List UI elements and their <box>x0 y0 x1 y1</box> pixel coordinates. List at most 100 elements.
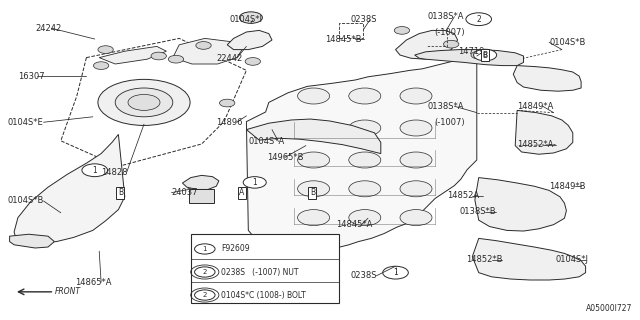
Text: 0238S: 0238S <box>351 271 377 280</box>
Polygon shape <box>246 58 477 251</box>
Circle shape <box>400 181 432 197</box>
Circle shape <box>115 88 173 117</box>
Text: 0104S*A: 0104S*A <box>248 137 285 146</box>
Text: B: B <box>483 51 488 60</box>
Text: A: A <box>239 188 244 197</box>
Text: 14719: 14719 <box>458 47 484 56</box>
Circle shape <box>239 12 262 23</box>
Text: 0238S: 0238S <box>351 15 377 24</box>
Circle shape <box>349 181 381 197</box>
Bar <box>191 234 339 303</box>
Text: (-1007): (-1007) <box>434 118 465 127</box>
Circle shape <box>474 49 497 61</box>
Text: 0238S   (-1007) NUT: 0238S (-1007) NUT <box>221 268 299 276</box>
Text: 14828: 14828 <box>101 168 127 177</box>
Text: 0138S*B: 0138S*B <box>460 207 496 216</box>
Circle shape <box>82 164 108 177</box>
Circle shape <box>383 266 408 279</box>
Polygon shape <box>227 30 272 50</box>
Text: B: B <box>483 52 488 58</box>
Circle shape <box>298 210 330 226</box>
Polygon shape <box>396 30 458 59</box>
Polygon shape <box>246 119 381 154</box>
Text: 14896: 14896 <box>216 118 243 127</box>
Circle shape <box>195 267 215 277</box>
Circle shape <box>349 152 381 168</box>
Text: 1: 1 <box>393 268 398 277</box>
Text: 0104S*J: 0104S*J <box>556 255 589 264</box>
Text: 1: 1 <box>202 246 207 252</box>
Text: 14849*A: 14849*A <box>517 102 554 111</box>
Text: 0138S*A: 0138S*A <box>428 102 464 111</box>
Circle shape <box>400 88 432 104</box>
Text: FRONT: FRONT <box>54 287 81 296</box>
Circle shape <box>444 40 459 48</box>
Text: 14865*A: 14865*A <box>76 278 112 287</box>
Text: 1: 1 <box>92 166 97 175</box>
Text: 14852*B: 14852*B <box>466 255 502 264</box>
Circle shape <box>394 27 410 34</box>
Polygon shape <box>10 234 54 248</box>
Circle shape <box>168 55 184 63</box>
Polygon shape <box>182 175 219 189</box>
Text: 14849*B: 14849*B <box>549 182 586 191</box>
Text: 24242: 24242 <box>35 24 61 33</box>
Circle shape <box>349 120 381 136</box>
Text: 0104S*B: 0104S*B <box>8 196 44 205</box>
Text: 0138S*A: 0138S*A <box>428 12 464 21</box>
Text: B: B <box>310 188 315 197</box>
Circle shape <box>298 152 330 168</box>
Circle shape <box>243 177 266 188</box>
Polygon shape <box>14 134 125 243</box>
Text: 14852*A: 14852*A <box>517 140 554 149</box>
Circle shape <box>220 99 235 107</box>
Polygon shape <box>99 46 166 64</box>
Text: B: B <box>118 188 123 197</box>
Circle shape <box>98 46 113 53</box>
Circle shape <box>400 120 432 136</box>
Text: 22442: 22442 <box>216 54 243 63</box>
Text: 0104S*C (1008-) BOLT: 0104S*C (1008-) BOLT <box>221 291 306 300</box>
Text: 14965*B: 14965*B <box>268 153 304 162</box>
Text: 1: 1 <box>252 178 257 187</box>
Text: 0104S*B: 0104S*B <box>549 38 586 47</box>
Text: 14845*B: 14845*B <box>325 35 362 44</box>
Circle shape <box>349 210 381 226</box>
Circle shape <box>471 51 486 59</box>
Text: 2: 2 <box>203 269 207 275</box>
Polygon shape <box>189 189 214 203</box>
Polygon shape <box>513 66 581 91</box>
Circle shape <box>93 62 109 69</box>
Circle shape <box>349 88 381 104</box>
Circle shape <box>298 120 330 136</box>
Circle shape <box>195 244 215 254</box>
Bar <box>339 23 363 38</box>
Circle shape <box>466 13 492 26</box>
Text: F92609: F92609 <box>221 244 250 253</box>
Circle shape <box>98 79 190 125</box>
Circle shape <box>196 42 211 49</box>
Text: 16307: 16307 <box>18 72 45 81</box>
Text: 0104S*E: 0104S*E <box>8 118 44 127</box>
Circle shape <box>298 88 330 104</box>
Polygon shape <box>515 110 573 154</box>
Polygon shape <box>415 50 524 66</box>
Text: 14852A: 14852A <box>447 191 479 200</box>
Circle shape <box>298 181 330 197</box>
Text: A05000I727: A05000I727 <box>586 304 632 313</box>
Polygon shape <box>173 38 243 64</box>
Text: (-1007): (-1007) <box>434 28 465 37</box>
Circle shape <box>245 58 260 65</box>
Circle shape <box>400 152 432 168</box>
Text: 2: 2 <box>203 292 207 298</box>
Circle shape <box>400 210 432 226</box>
Circle shape <box>151 52 166 60</box>
Polygon shape <box>472 238 586 280</box>
Polygon shape <box>475 178 566 231</box>
Text: 24037: 24037 <box>172 188 198 197</box>
Text: 0104S*I: 0104S*I <box>229 15 262 24</box>
Text: 2: 2 <box>476 15 481 24</box>
Text: 14845*A: 14845*A <box>336 220 372 229</box>
Circle shape <box>128 94 160 110</box>
Circle shape <box>195 290 215 300</box>
